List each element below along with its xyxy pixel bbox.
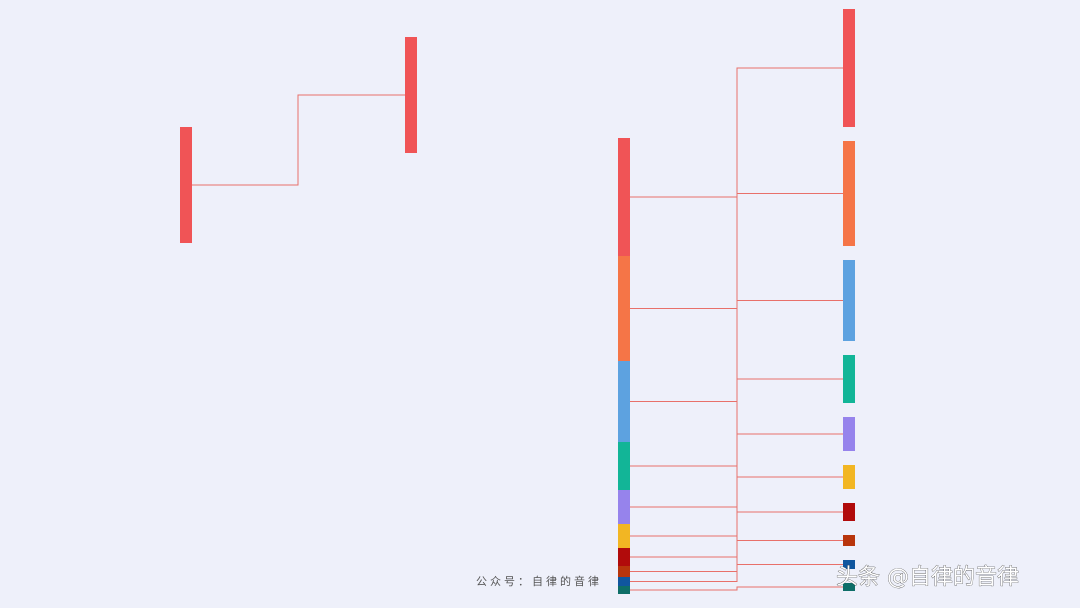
source-node	[618, 566, 630, 577]
target-node	[405, 37, 417, 153]
link	[630, 433, 843, 508]
target-node	[843, 141, 855, 246]
source-node	[618, 442, 630, 490]
link	[630, 300, 843, 402]
brand: 头条 @自律的音律	[836, 565, 1019, 590]
source-node	[618, 577, 630, 586]
source-node	[618, 361, 630, 442]
link	[630, 540, 843, 572]
source-node	[618, 138, 630, 256]
target-node	[843, 560, 855, 569]
target-node	[843, 465, 855, 489]
target-node	[843, 9, 855, 127]
link	[630, 564, 843, 582]
sankey-marks	[180, 9, 855, 594]
source-node	[618, 490, 630, 524]
source-node	[618, 586, 630, 594]
link	[630, 476, 843, 537]
watermark: 公众号：自律的音律	[476, 574, 602, 588]
source-node	[618, 524, 630, 548]
target-node	[843, 503, 855, 521]
link	[630, 378, 843, 467]
source-node	[180, 127, 192, 243]
target-node	[843, 260, 855, 341]
target-node	[843, 417, 855, 451]
link	[630, 193, 843, 309]
link	[192, 94, 405, 186]
target-node	[843, 355, 855, 403]
link	[630, 586, 843, 591]
target-node	[843, 583, 855, 591]
source-node	[618, 256, 630, 361]
source-node	[618, 548, 630, 566]
link	[630, 511, 843, 558]
link	[630, 67, 843, 198]
target-node	[843, 535, 855, 546]
